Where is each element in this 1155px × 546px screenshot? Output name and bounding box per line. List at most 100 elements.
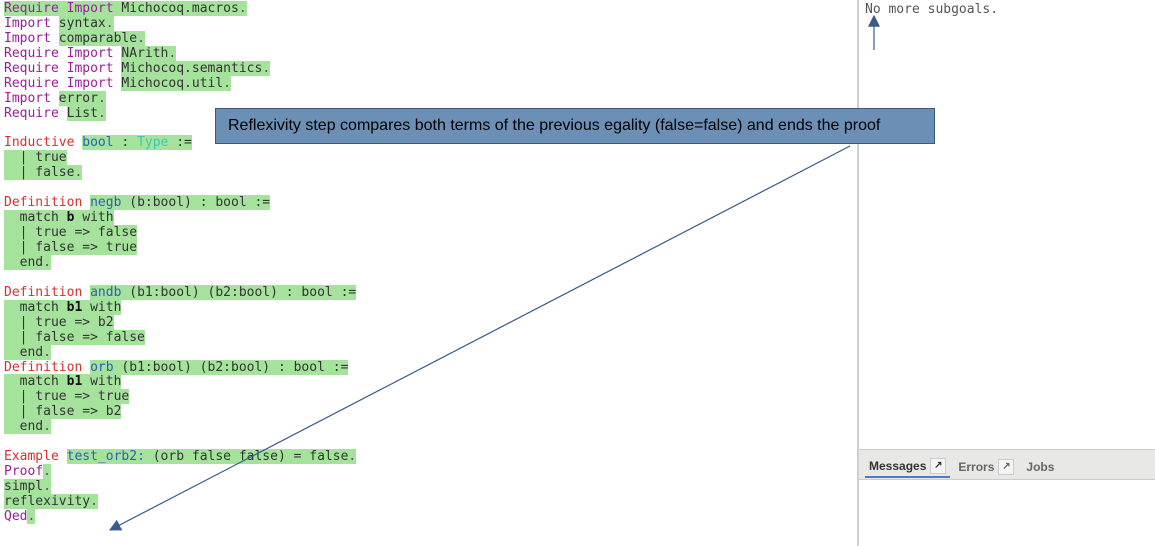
goals-pane[interactable]: No more subgoals.	[859, 0, 1155, 450]
end: end	[4, 345, 43, 360]
tactic: simpl	[4, 479, 43, 494]
dot: .	[98, 106, 106, 121]
with: with	[82, 300, 121, 315]
code-blank	[4, 181, 853, 196]
sig: (b1:bool) (b2:bool) : bool :=	[121, 285, 356, 300]
kw-definition: Definition	[4, 195, 82, 210]
kw-require: Require	[4, 1, 59, 16]
dot: .	[43, 464, 51, 479]
case: | false => false	[4, 330, 145, 345]
detach-icon[interactable]: ↗	[930, 458, 946, 474]
match: match	[4, 374, 67, 389]
main-layout: Require Import Michocoq.macros. Import s…	[0, 0, 1155, 546]
code-line-29: end.	[4, 420, 853, 435]
code-line-5: Require Import Michocoq.semantics.	[4, 62, 853, 77]
kw-inductive: Inductive	[4, 135, 74, 150]
match: match	[4, 210, 67, 225]
kw-type: Type	[137, 135, 168, 150]
module-name: comparable	[59, 31, 137, 46]
code-line-17: | false => true	[4, 241, 853, 256]
dot: .	[43, 479, 51, 494]
code-line-15: match b with	[4, 211, 853, 226]
detach-icon[interactable]: ↗	[998, 459, 1014, 475]
code-line-20: Definition andb (b1:bool) (b2:bool) : bo…	[4, 286, 853, 301]
dot: .	[74, 165, 82, 180]
code-blank	[4, 435, 853, 450]
dot: .	[27, 509, 35, 524]
case: | false => b2	[4, 404, 121, 419]
module-name: List	[67, 106, 98, 121]
editor-pane[interactable]: Require Import Michocoq.macros. Import s…	[0, 0, 858, 546]
ctor-false: | false	[4, 165, 74, 180]
dot: .	[43, 419, 51, 434]
code-line-12: | false.	[4, 166, 853, 181]
kw-qed: Qed	[4, 509, 27, 524]
kw-proof: Proof	[4, 464, 43, 479]
code-line-31: Example test_orb2: (orb false false) = f…	[4, 450, 853, 465]
code-line-6: Require Import Michocoq.util.	[4, 77, 853, 92]
code-line-25: Definition orb (b1:bool) (b2:bool) : boo…	[4, 361, 853, 376]
case: | true => false	[4, 225, 137, 240]
tactic: reflexivity	[4, 494, 90, 509]
case: | true => b2	[4, 315, 114, 330]
code-line-21: match b1 with	[4, 301, 853, 316]
kw-import: Import	[67, 46, 114, 61]
module-name: error	[59, 91, 98, 106]
kw-example: Example	[4, 449, 59, 464]
with: with	[82, 374, 121, 389]
dot: .	[43, 255, 51, 270]
tab-label: Errors	[958, 460, 994, 474]
example-body: (orb false false) = false	[145, 449, 349, 464]
dot: .	[223, 76, 231, 91]
kw-require: Require	[4, 106, 59, 121]
tab-messages[interactable]: Messages ↗	[865, 456, 950, 478]
code-line-26: match b1 with	[4, 375, 853, 390]
dot: .	[90, 494, 98, 509]
bottom-pane: Messages ↗ Errors ↗ Jobs	[859, 450, 1155, 546]
module-name: Michocoq.semantics	[121, 61, 262, 76]
tab-label: Jobs	[1026, 460, 1054, 474]
dot: .	[98, 91, 106, 106]
goals-text: No more subgoals.	[865, 2, 998, 17]
code-line-33: simpl.	[4, 480, 853, 495]
kw-import: Import	[4, 31, 51, 46]
kw-require: Require	[4, 46, 59, 61]
tabs-bar: Messages ↗ Errors ↗ Jobs	[859, 450, 1155, 480]
code-line-14: Definition negb (b:bool) : bool :=	[4, 196, 853, 211]
code-line-1: Require Import Michocoq.macros.	[4, 2, 853, 17]
var-b: b1	[67, 300, 83, 315]
module-name: Michocoq.util	[121, 76, 223, 91]
kw-import: Import	[67, 1, 114, 16]
tab-jobs[interactable]: Jobs	[1022, 458, 1058, 476]
code-blank	[4, 271, 853, 286]
end: end	[4, 419, 43, 434]
annotation-callout: Reflexivity step compares both terms of …	[215, 108, 935, 144]
code-line-24: end.	[4, 346, 853, 361]
tab-errors[interactable]: Errors ↗	[954, 457, 1018, 477]
code-line-3: Import comparable.	[4, 32, 853, 47]
kw-require: Require	[4, 76, 59, 91]
dot: .	[262, 61, 270, 76]
code-line-35: Qed.	[4, 510, 853, 525]
code-line-34: reflexivity.	[4, 495, 853, 510]
module-name: Michocoq.macros	[121, 1, 238, 16]
code-line-22: | true => b2	[4, 316, 853, 331]
end: end	[4, 255, 43, 270]
def-name: negb	[90, 195, 121, 210]
messages-content[interactable]	[859, 480, 1155, 546]
dot: .	[239, 1, 247, 16]
module-name: syntax	[59, 16, 106, 31]
code-line-18: end.	[4, 256, 853, 271]
code-line-23: | false => false	[4, 331, 853, 346]
right-pane: No more subgoals. Messages ↗ Errors ↗ Jo…	[858, 0, 1155, 546]
sig: (b:bool) : bool :=	[121, 195, 270, 210]
kw-import: Import	[67, 76, 114, 91]
var-b: b1	[67, 374, 83, 389]
sig: (b1:bool) (b2:bool) : bool :=	[114, 360, 349, 375]
code-line-7: Import error.	[4, 92, 853, 107]
assign: :=	[168, 135, 191, 150]
code-line-28: | false => b2	[4, 405, 853, 420]
kw-definition: Definition	[4, 360, 82, 375]
dot: .	[137, 31, 145, 46]
case: | true => true	[4, 389, 129, 404]
